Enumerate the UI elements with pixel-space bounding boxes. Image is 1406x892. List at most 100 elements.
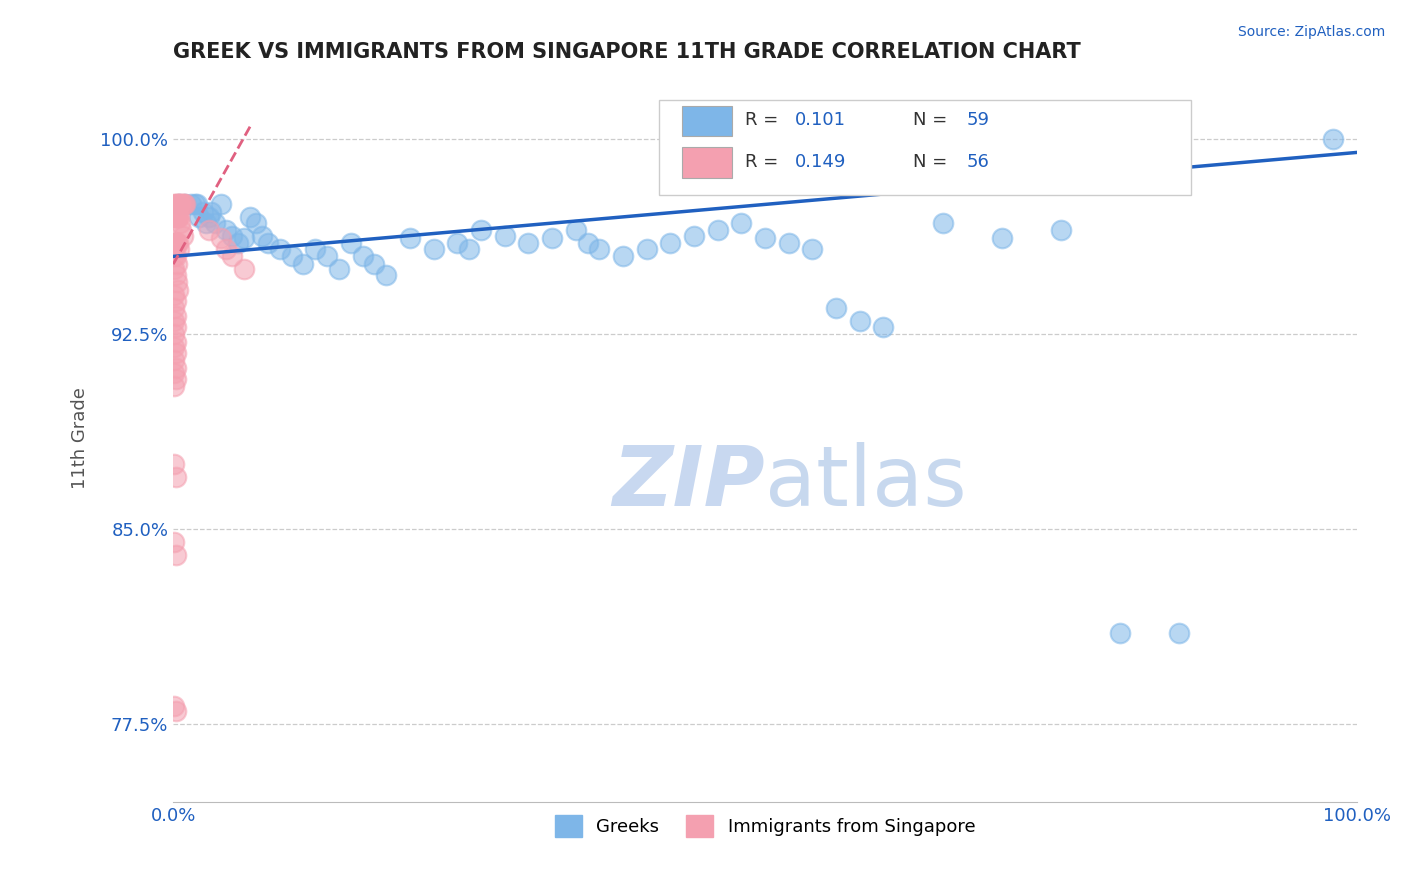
- Text: 0.101: 0.101: [794, 112, 845, 129]
- Point: [170, 197, 193, 211]
- Point: [165, 211, 187, 225]
- Point: [209, 231, 232, 245]
- Point: [352, 249, 374, 263]
- Point: [197, 223, 219, 237]
- Point: [636, 242, 658, 256]
- Bar: [682, 147, 733, 178]
- Point: [239, 211, 262, 225]
- Point: [215, 223, 238, 237]
- Point: [167, 236, 190, 251]
- Point: [204, 216, 226, 230]
- Point: [166, 257, 188, 271]
- Point: [165, 470, 187, 484]
- Point: [339, 236, 361, 251]
- Point: [167, 211, 190, 225]
- Point: [167, 197, 190, 211]
- Point: [163, 249, 186, 263]
- Point: [165, 268, 187, 282]
- Point: [163, 211, 186, 225]
- Point: [517, 236, 540, 251]
- Point: [233, 262, 256, 277]
- Point: [1109, 626, 1132, 640]
- Point: [931, 216, 953, 230]
- Point: [363, 257, 385, 271]
- Point: [163, 535, 186, 549]
- Point: [166, 197, 188, 211]
- Point: [163, 327, 186, 342]
- Point: [1050, 223, 1073, 237]
- Point: [169, 197, 191, 211]
- Point: [165, 319, 187, 334]
- Point: [825, 301, 848, 316]
- Point: [754, 231, 776, 245]
- Text: 56: 56: [966, 153, 990, 170]
- Text: atlas: atlas: [765, 442, 967, 523]
- Legend: Greeks, Immigrants from Singapore: Greeks, Immigrants from Singapore: [547, 808, 983, 844]
- Point: [304, 242, 326, 256]
- Point: [375, 268, 398, 282]
- Point: [209, 197, 232, 211]
- Point: [165, 249, 187, 263]
- Point: [576, 236, 599, 251]
- Point: [328, 262, 350, 277]
- Point: [730, 216, 752, 230]
- Text: N =: N =: [912, 112, 953, 129]
- Point: [163, 367, 186, 381]
- Point: [197, 211, 219, 225]
- Point: [778, 236, 800, 251]
- Text: Source: ZipAtlas.com: Source: ZipAtlas.com: [1237, 25, 1385, 39]
- Point: [200, 205, 222, 219]
- Point: [1168, 626, 1191, 640]
- Point: [165, 345, 187, 359]
- Point: [163, 288, 186, 302]
- Point: [169, 216, 191, 230]
- Point: [233, 231, 256, 245]
- Point: [292, 257, 315, 271]
- Point: [257, 236, 280, 251]
- Point: [165, 549, 187, 563]
- Text: GREEK VS IMMIGRANTS FROM SINGAPORE 11TH GRADE CORRELATION CHART: GREEK VS IMMIGRANTS FROM SINGAPORE 11TH …: [173, 42, 1081, 62]
- Point: [470, 223, 492, 237]
- Point: [250, 228, 273, 243]
- Point: [494, 228, 516, 243]
- Point: [165, 704, 187, 718]
- Point: [588, 242, 610, 256]
- Point: [186, 197, 208, 211]
- Point: [167, 197, 190, 211]
- Point: [165, 309, 187, 323]
- Point: [188, 211, 211, 225]
- FancyBboxPatch shape: [658, 100, 1191, 194]
- Text: 59: 59: [966, 112, 990, 129]
- Point: [1322, 132, 1344, 146]
- Point: [166, 211, 188, 225]
- Point: [215, 242, 238, 256]
- Point: [991, 231, 1014, 245]
- Point: [165, 361, 187, 376]
- Point: [163, 262, 186, 277]
- Point: [849, 314, 872, 328]
- Point: [165, 335, 187, 350]
- Point: [399, 231, 422, 245]
- Point: [541, 231, 564, 245]
- Point: [172, 228, 194, 243]
- Point: [195, 216, 218, 230]
- Point: [872, 319, 894, 334]
- Point: [458, 242, 481, 256]
- Text: N =: N =: [912, 153, 953, 170]
- Point: [659, 236, 682, 251]
- Point: [422, 242, 444, 256]
- Point: [163, 699, 186, 714]
- Text: R =: R =: [745, 153, 785, 170]
- Point: [163, 353, 186, 368]
- Point: [167, 283, 190, 297]
- Point: [167, 242, 190, 256]
- Point: [167, 197, 190, 211]
- Point: [163, 340, 186, 354]
- Point: [165, 293, 187, 308]
- Point: [191, 205, 214, 219]
- Point: [446, 236, 468, 251]
- Point: [163, 379, 186, 393]
- Point: [221, 228, 243, 243]
- Point: [245, 216, 267, 230]
- Point: [183, 197, 205, 211]
